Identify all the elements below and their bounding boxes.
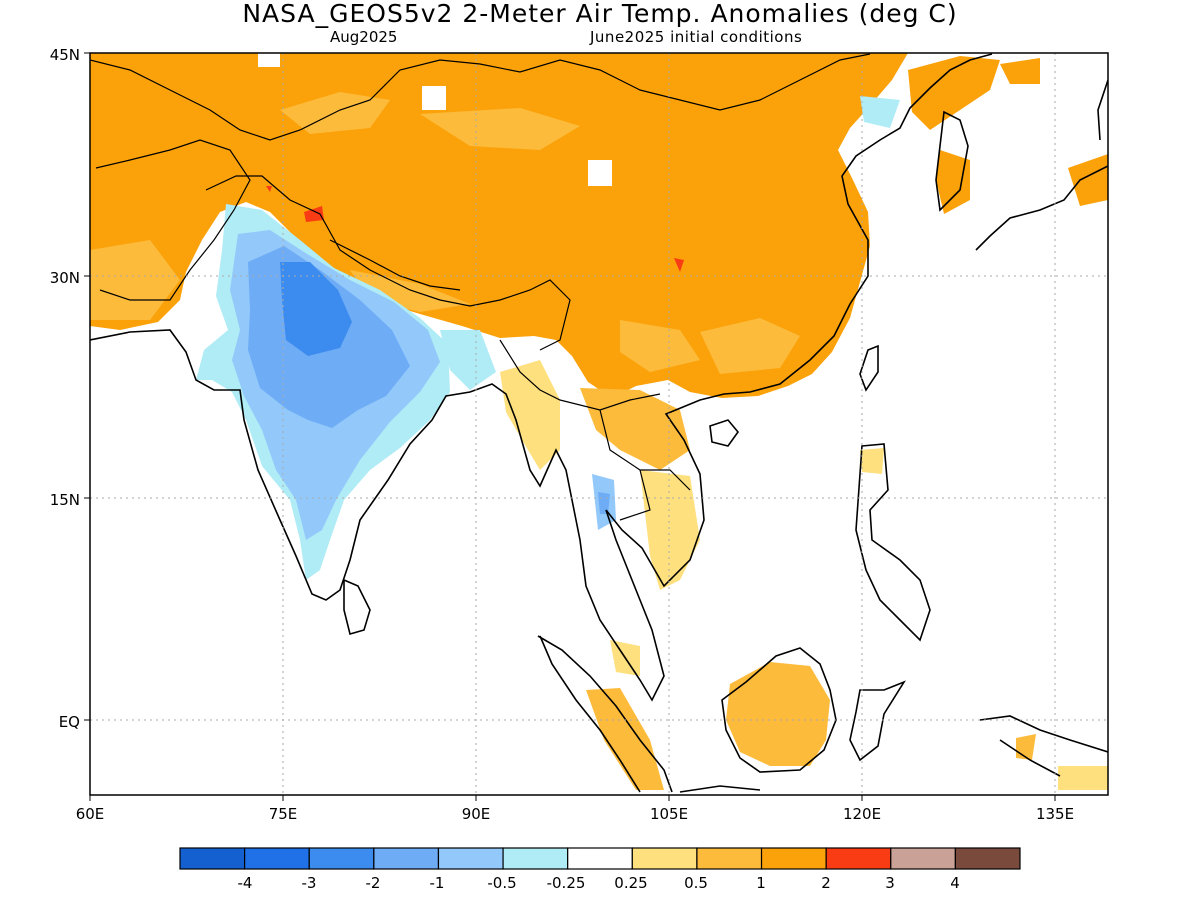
lat-label-30n: 30N: [50, 269, 80, 287]
anomaly-region-warm: [1016, 734, 1036, 760]
coastline-philippines: [855, 443, 931, 642]
border-mainland-southeast-asia: [499, 339, 691, 521]
border-afghanistan-pakistan: [95, 139, 251, 301]
lon-label-60e: 60E: [76, 805, 105, 823]
lon-label-75e: 75E: [269, 805, 298, 823]
colorbar-swatch: [954, 847, 1021, 870]
anomaly-region-mild-cool: [440, 330, 496, 390]
colorbar-label: -0.5: [487, 874, 516, 892]
anomaly-region-warm: [726, 662, 830, 766]
colorbar-swatch: [696, 847, 763, 870]
lat-label-eq: EQ: [59, 713, 80, 731]
colorbar-label: -3: [302, 874, 317, 892]
border-himalaya: [329, 239, 461, 291]
anomaly-region-coolest: [280, 262, 352, 356]
lon-label-105e: 105E: [650, 805, 688, 823]
latitude-labels: 45N 30N 15N EQ: [50, 46, 80, 731]
coastlines: [90, 53, 1108, 793]
anomaly-region-warm: [586, 688, 664, 790]
colorbar-label: 3: [885, 874, 895, 892]
lat-label-45n: 45N: [50, 46, 80, 64]
anomaly-region-warm: [420, 108, 580, 150]
lon-label-135e: 135E: [1036, 805, 1074, 823]
colorbar-swatch: [179, 847, 246, 870]
colorbar-swatch: [890, 847, 956, 870]
missing-data-cell: [588, 160, 612, 186]
coastline-hainan: [709, 419, 740, 447]
border-central-asia: [90, 53, 871, 141]
coastline-java: [679, 785, 761, 793]
anomaly-region-mild-warm: [1058, 766, 1108, 790]
anomaly-region-mild-cool: [860, 96, 900, 128]
coastline-taiwan: [859, 344, 879, 392]
coastline-asia: [90, 53, 993, 702]
map-frame: [89, 52, 1109, 796]
anomaly-region-strong-warm: [936, 150, 970, 214]
anomaly-region-warm: [700, 318, 800, 374]
coastline-japan: [975, 79, 1108, 251]
colorbar-label: -1: [430, 874, 445, 892]
colorbar-label: -0.25: [547, 874, 586, 892]
coastline-korea: [935, 110, 969, 212]
anomaly-region-hot: [674, 258, 684, 272]
missing-data-cell: [258, 53, 280, 67]
border-india-china: [205, 175, 571, 351]
anomaly-region-hot: [304, 206, 324, 222]
anomaly-region-mild-warm: [860, 448, 884, 474]
colorbar-label: -4: [238, 874, 253, 892]
colorbar-label: -2: [366, 874, 381, 892]
colorbar-swatch: [825, 847, 892, 870]
colorbar-label: 4: [950, 874, 960, 892]
colorbar-swatch: [437, 847, 504, 870]
colorbar-swatch: [502, 847, 569, 870]
anomaly-region-strong-warm: [1000, 58, 1040, 84]
colorbar-swatch: [567, 847, 633, 870]
colorbar-swatch: [244, 847, 310, 870]
lat-label-15n: 15N: [50, 491, 80, 509]
colorbar-label: 0.25: [614, 874, 647, 892]
anomaly-region-mild-warm: [640, 470, 700, 590]
colorbar-label: 0.5: [684, 874, 708, 892]
colorbar-swatch: [373, 847, 440, 870]
anomaly-region-cooler: [598, 492, 610, 514]
anomaly-field: [90, 53, 1108, 790]
lon-label-90e: 90E: [462, 805, 491, 823]
anomaly-region-strong-warm: [90, 53, 908, 398]
anomaly-region-mild-warm: [500, 360, 560, 470]
anomaly-region-hot: [266, 186, 272, 192]
colorbar-swatch: [631, 847, 698, 870]
coastline-new-guinea: [979, 715, 1108, 777]
anomaly-region-strong-warm: [908, 56, 1000, 130]
anomaly-region-warm: [580, 388, 690, 470]
missing-data-cell: [422, 86, 446, 110]
colorbar-label: 1: [756, 874, 766, 892]
colorbar: -4 -3 -2 -1 -0.5 -0.25 0.25 0.5 1 2 3 4: [179, 847, 1021, 892]
anomaly-region-warm: [620, 320, 700, 372]
coastline-sulawesi: [849, 680, 906, 762]
forecast-month-label: Aug2025: [330, 28, 398, 46]
coastline-sri-lanka: [343, 578, 371, 635]
colorbar-labels: -4 -3 -2 -1 -0.5 -0.25 0.25 0.5 1 2 3 4: [238, 874, 960, 892]
anomaly-region-strong-warm: [1068, 154, 1108, 206]
map-title: NASA_GEOS5v2 2-Meter Air Temp. Anomalies…: [242, 0, 958, 28]
colorbar-swatch: [760, 847, 827, 870]
graticule: [90, 53, 1108, 795]
lon-label-120e: 120E: [843, 805, 881, 823]
colorbar-swatches: [179, 847, 1021, 870]
colorbar-label: 2: [821, 874, 831, 892]
initial-conditions-label: June2025 initial conditions: [590, 28, 803, 46]
colorbar-swatch: [308, 847, 375, 870]
coastline-sumatra: [537, 635, 673, 793]
axis-ticks: [84, 52, 1056, 801]
longitude-labels: 60E 75E 90E 105E 120E 135E: [76, 805, 1074, 823]
